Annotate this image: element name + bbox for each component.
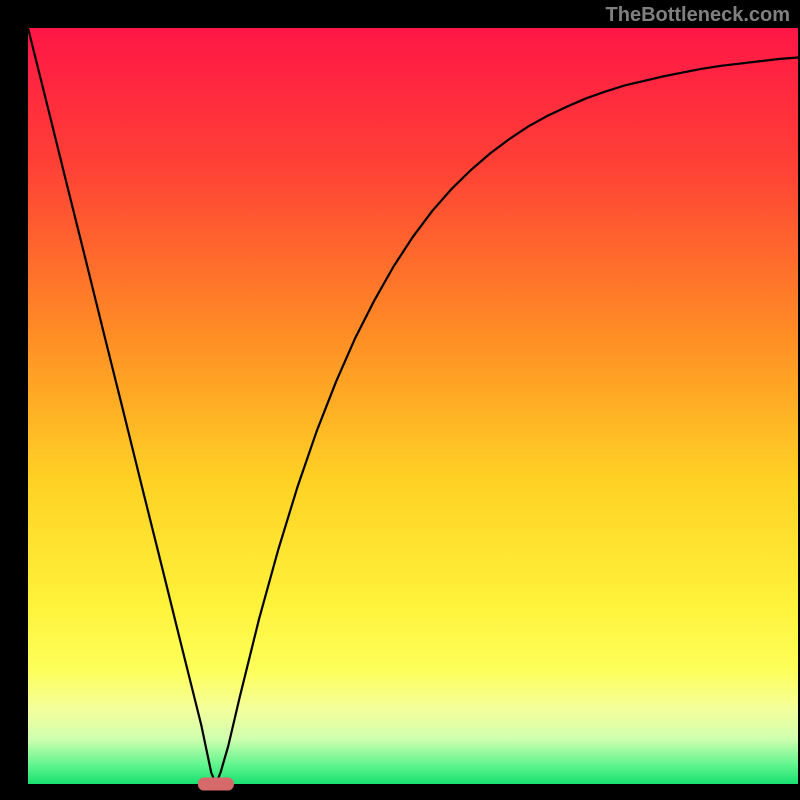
watermark-text: TheBottleneck.com bbox=[606, 4, 790, 27]
bottleneck-chart: TheBottleneck.com bbox=[0, 0, 800, 800]
chart-svg bbox=[0, 0, 800, 800]
optimal-marker bbox=[198, 778, 234, 791]
plot-gradient bbox=[28, 28, 798, 784]
